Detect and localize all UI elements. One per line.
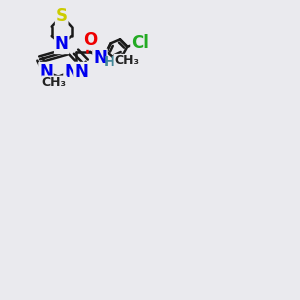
Text: N: N	[74, 63, 88, 81]
Text: Cl: Cl	[131, 34, 149, 52]
Text: O: O	[83, 31, 97, 49]
Text: H: H	[104, 55, 116, 69]
Text: N: N	[55, 35, 69, 53]
Text: N: N	[64, 63, 78, 81]
Text: N: N	[93, 49, 107, 67]
Text: N: N	[39, 63, 53, 81]
Text: CH₃: CH₃	[42, 76, 67, 89]
Text: S: S	[56, 7, 68, 25]
Text: CH₃: CH₃	[114, 55, 139, 68]
